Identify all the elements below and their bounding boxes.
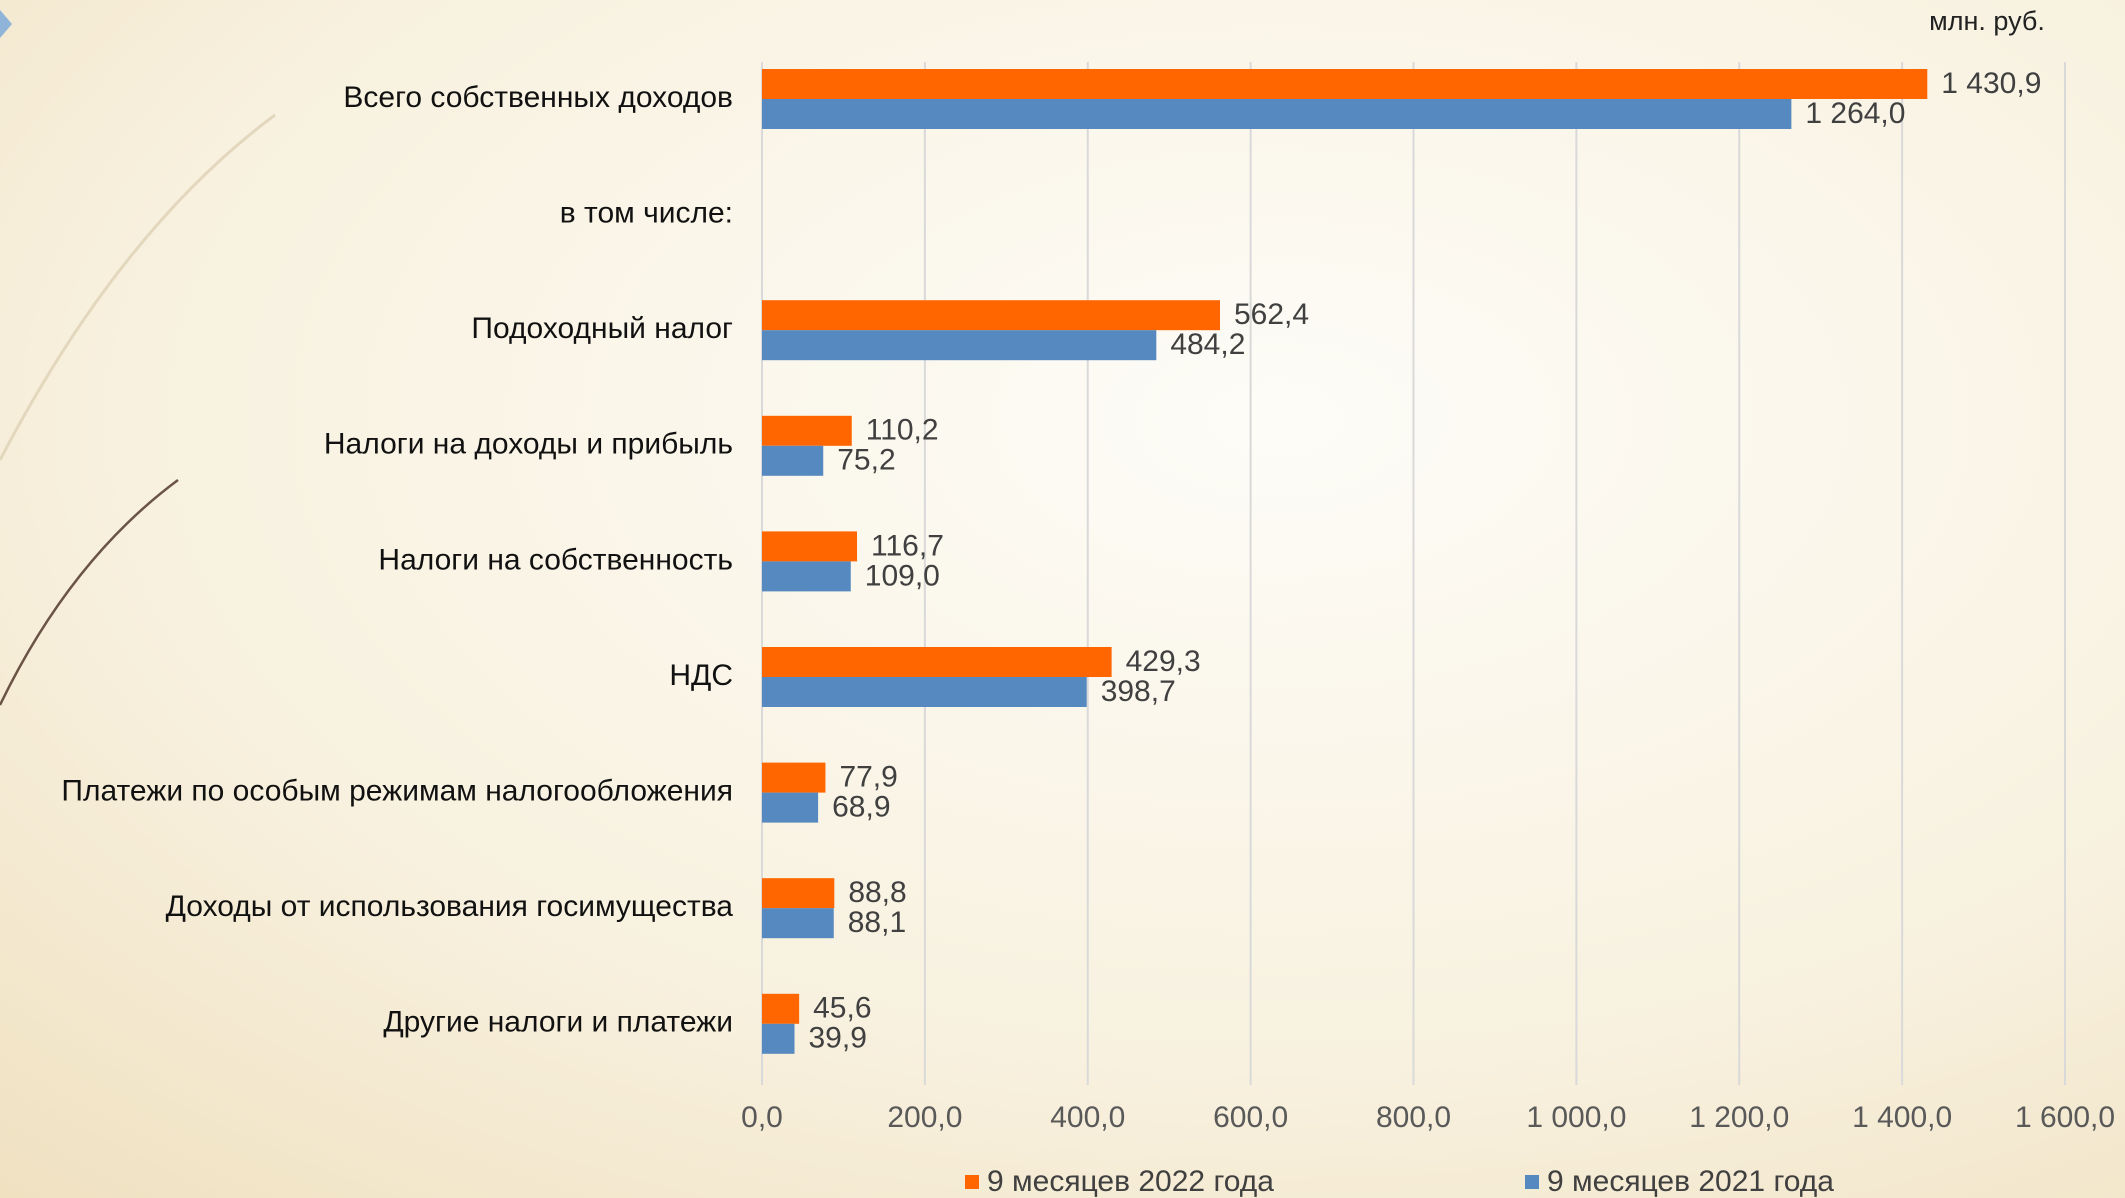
bar [762,793,818,823]
value-label: 484,2 [1170,328,1245,361]
category-label: Платежи по особым режимам налогообложени… [61,775,733,808]
value-label: 110,2 [866,414,939,447]
bar [762,531,857,561]
value-label: 45,6 [813,992,871,1025]
category-label: НДС [669,659,733,692]
chart: млн. руб. 0,0 200,0 400,0 600,0 800,0 1 000,0… [0,0,2125,1198]
legend-swatch [1525,1175,1539,1189]
bar [762,878,834,908]
x-tick-label: 1 200,0 [1689,1101,1789,1134]
bar [762,446,823,476]
value-label: 88,1 [848,906,906,939]
category-label: Налоги на доходы и прибыль [324,428,733,461]
bar [762,69,1927,99]
category-label: в том числе: [560,197,733,230]
x-tick-label: 1 000,0 [1526,1101,1626,1134]
legend-label: 9 месяцев 2022 года [987,1165,1274,1198]
bar [762,994,799,1024]
x-tick-label: 0,0 [741,1101,783,1134]
value-label: 1 264,0 [1805,97,1905,130]
x-tick-label: 800,0 [1376,1101,1451,1134]
bar [762,561,851,591]
category-label: Налоги на собственность [378,543,733,576]
category-label: Всего собственных доходов [343,81,733,114]
legend-swatch [965,1175,979,1189]
value-label: 109,0 [865,559,940,592]
value-label: 429,3 [1126,645,1201,678]
bar [762,416,852,446]
value-label: 75,2 [837,444,895,477]
background [0,0,2125,1198]
legend-label: 9 месяцев 2021 года [1547,1165,1834,1198]
value-label: 398,7 [1101,675,1176,708]
category-label: Доходы от использования госимущества [166,890,734,923]
bar [762,763,825,793]
value-label: 1 430,9 [1941,67,2041,100]
x-tick-label: 1 600,0 [2015,1101,2115,1134]
bar [762,647,1112,677]
bar [762,330,1156,360]
value-label: 77,9 [839,761,897,794]
value-label: 116,7 [871,529,944,562]
x-tick-label: 400,0 [1050,1101,1125,1134]
x-tick-label: 1 400,0 [1852,1101,1952,1134]
bar [762,677,1087,707]
value-label: 562,4 [1234,298,1309,331]
value-label: 68,9 [832,791,890,824]
category-label: Другие налоги и платежи [383,1006,733,1039]
bar [762,99,1791,129]
bar [762,1024,794,1054]
bar [762,300,1220,330]
value-label: 88,8 [848,876,906,909]
bar [762,908,834,938]
x-tick-label: 200,0 [887,1101,962,1134]
value-label: 39,9 [808,1022,866,1055]
unit-label: млн. руб. [1929,6,2045,36]
category-label: Подоходный налог [471,312,733,345]
x-tick-label: 600,0 [1213,1101,1288,1134]
